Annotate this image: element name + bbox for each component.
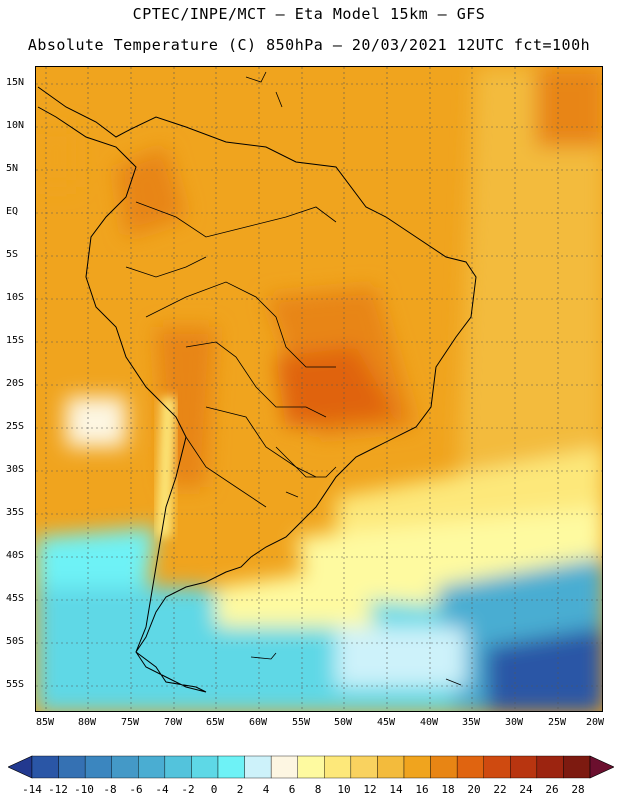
colorbar-label: 0 [210,783,218,796]
colorbar-cell [403,755,431,779]
colorbar-cell [430,755,458,779]
lon-label: 40W [419,717,439,728]
colorbar-label: 26 [545,783,559,796]
colorbar-cell [483,755,511,779]
lon-label: 85W [35,717,55,728]
islands [245,71,462,686]
lat-label: 35S [6,507,25,518]
colorbar-label: 18 [441,783,455,796]
colorbar-label: 2 [236,783,244,796]
colorbar-cell [164,755,192,779]
colorbar-cell [191,755,219,779]
colorbar-label: -2 [181,783,195,796]
lat-label: 10N [6,120,25,131]
lon-label: 65W [205,717,225,728]
lat-label: 5S [6,249,19,260]
colorbar-cell [58,755,86,779]
colorbar-cell [270,755,298,779]
colorbar-label: 4 [262,783,270,796]
colorbar-label: 10 [337,783,351,796]
country-borders [125,201,337,508]
colorbar-label: 22 [493,783,507,796]
colorbar-cell [563,755,591,779]
colorbar-label: 28 [571,783,585,796]
colorbar-label: 8 [314,783,322,796]
colorbar-cell [297,755,325,779]
lon-label: 50W [333,717,353,728]
coastline [37,86,477,693]
colorbar-label: 14 [389,783,403,796]
lat-label: 10S [6,292,25,303]
colorbar-label: 6 [288,783,296,796]
colorbar-label: 12 [363,783,377,796]
colorbar-cell [111,755,139,779]
lon-label: 75W [120,717,140,728]
colorbar-label: 24 [519,783,533,796]
colorbar-cell [510,755,538,779]
temperature-map [35,66,603,712]
colorbar-label: -14 [22,783,42,796]
colorbar-label: -10 [74,783,94,796]
lat-label: 30S [6,464,25,475]
lon-label: 60W [248,717,268,728]
lat-label: 15S [6,335,25,346]
lon-label: 30W [504,717,524,728]
title-line-2: Absolute Temperature (C) 850hPa – 20/03/… [27,36,591,54]
colorbar-label: 16 [415,783,429,796]
lon-label: 20W [585,717,605,728]
colorbar-cell [536,755,564,779]
colorbar-cell [138,755,166,779]
colorbar-arrow-right [589,755,614,779]
colorbar-cell [350,755,378,779]
color-scale-bar [8,755,614,779]
colorbar-cell [324,755,352,779]
colorbar-cell [456,755,484,779]
lon-label: 80W [77,717,97,728]
lon-label: 25W [547,717,567,728]
lon-label: 45W [376,717,396,728]
lat-label: 20S [6,378,25,389]
colorbar-label: -8 [103,783,117,796]
andes-cold-strip [156,397,176,537]
lon-label: 55W [291,717,311,728]
colorbar-cell [244,755,272,779]
map-canvas [36,67,602,711]
colorbar-cell [31,755,59,779]
colorbar-arrow-left [8,755,33,779]
lat-label: 40S [6,550,25,561]
lat-label: 55S [6,679,25,690]
lat-label: 45S [6,593,25,604]
lat-label: 50S [6,636,25,647]
colorbar-cell [377,755,405,779]
lon-label: 70W [163,717,183,728]
colorbar-label: 20 [467,783,481,796]
lat-label: 5N [6,163,19,174]
colorbar-label: -12 [48,783,68,796]
colorbar-cell [84,755,112,779]
title-line-1: CPTEC/INPE/MCT – Eta Model 15km – GFS [132,5,486,23]
temperature-field [36,67,602,711]
lon-label: 35W [461,717,481,728]
colorbar-label: -6 [129,783,143,796]
lat-label: 25S [6,421,25,432]
colorbar-label: -4 [155,783,169,796]
lat-label: EQ [6,206,19,217]
colorbar-cell [217,755,245,779]
lat-label: 15N [6,77,25,88]
